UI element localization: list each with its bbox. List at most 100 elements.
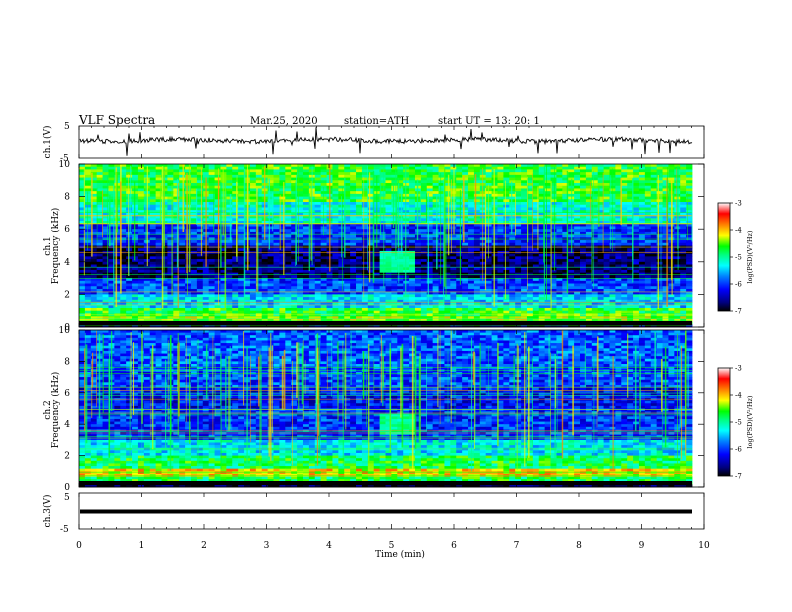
spectrogram-cell (515, 212, 522, 217)
spectrogram-cell (350, 188, 357, 192)
spectrogram-cell (485, 177, 492, 181)
spectrogram-cell (196, 248, 204, 252)
spectrogram-cell (108, 196, 115, 200)
spectrogram-cell (161, 278, 168, 282)
spectrogram-cell (79, 199, 86, 203)
spectrogram-cell (633, 185, 640, 189)
spectrogram-cell (208, 166, 215, 170)
spectrogram-cell (515, 193, 522, 197)
spectrogram-cell (574, 191, 581, 195)
spectrogram-cell (238, 256, 245, 260)
spectrogram-cell (120, 196, 127, 200)
spectrogram-cell (285, 240, 292, 244)
spectrogram-cell (391, 174, 398, 178)
spectrogram-cell (102, 207, 109, 211)
spectrogram-cell (580, 286, 587, 290)
spectrogram-cell (385, 256, 392, 260)
spectrogram-cell (155, 253, 162, 257)
spectrogram-cell (391, 164, 398, 168)
spectrogram-cell (120, 269, 127, 274)
spectrogram-cell (633, 223, 640, 227)
spectrogram-cell (190, 278, 198, 282)
spectrogram-cell (473, 218, 481, 222)
spectrogram-cell (208, 172, 215, 176)
spectrogram-cell (562, 248, 569, 252)
spectrogram-cell (367, 283, 375, 287)
spectrogram-cell (403, 185, 410, 189)
spectrogram-cell (532, 286, 540, 290)
spectrogram-cell (462, 183, 469, 187)
spectrogram-cell (503, 218, 510, 222)
spectrogram-cell (308, 280, 316, 284)
spectrogram-cell (385, 180, 392, 184)
spectrogram-cell (550, 199, 557, 203)
spectrogram-cell (603, 231, 610, 236)
spectrogram-cell (314, 210, 322, 214)
spectrogram-cell (226, 204, 233, 208)
spectrogram-cell (367, 199, 375, 203)
spectrogram-cell (220, 253, 227, 257)
spectrogram-cell (90, 223, 98, 227)
spectrogram-cell (238, 193, 245, 197)
spectrogram-cell (379, 172, 386, 176)
spectrogram-cell (544, 193, 551, 197)
spectrogram-cell (397, 226, 404, 230)
spectrogram-cell (108, 169, 115, 173)
spectrogram-cell (662, 172, 669, 176)
spectrogram-cell (503, 212, 510, 217)
spectrogram-cell (367, 193, 375, 197)
spectrogram-cell (96, 204, 103, 208)
spectrogram-cell (521, 180, 528, 184)
spectrogram-cell (662, 267, 669, 271)
spectrogram-cell (562, 259, 569, 263)
spectrogram-cell (179, 240, 186, 244)
spectrogram-cell (232, 164, 239, 168)
spectrogram-cell (196, 207, 204, 211)
spectrogram-cell (179, 169, 186, 173)
spectrogram-cell (544, 259, 551, 263)
spectrogram-cell (473, 177, 481, 181)
spectrogram-cell (556, 242, 563, 246)
spectrogram-cell (686, 275, 693, 279)
spectrogram-cell (338, 269, 345, 274)
spectrogram-cell (544, 269, 551, 274)
spectrogram-cell (409, 288, 416, 293)
spectrogram-cell (232, 283, 239, 287)
spectrogram-cell (403, 242, 410, 246)
spectrogram-cell (120, 207, 127, 211)
spectrogram-cell (173, 234, 180, 238)
spectrogram-cell (580, 234, 587, 238)
spectrogram-cell (84, 226, 92, 230)
spectrogram-cell (432, 180, 439, 184)
spectrogram-cell (403, 278, 410, 282)
spectrogram-cell (155, 215, 162, 219)
spectrogram-cell (603, 275, 610, 279)
spectrogram-cell (432, 234, 439, 238)
spectrogram-cell (468, 196, 475, 200)
spectrogram-cell (84, 278, 92, 282)
spectrogram-cell (291, 193, 298, 197)
spectrogram-cell (220, 267, 227, 271)
spectrogram-cell (515, 286, 522, 290)
spectrogram-cell (314, 240, 322, 244)
spectrogram-cell (220, 256, 227, 260)
spectrogram-cell (297, 212, 304, 217)
spectrogram-cell (591, 226, 599, 230)
spectrogram-cell (379, 174, 386, 178)
spectrogram-cell (615, 210, 622, 214)
spectrogram-cell (603, 253, 610, 257)
spectrogram-cell (621, 199, 628, 203)
spectrogram-cell (367, 242, 375, 246)
spectrogram-cell (297, 223, 304, 227)
spectrogram-cell (356, 166, 363, 170)
spectrogram-cell (190, 267, 198, 271)
spectrogram-cell (232, 256, 239, 260)
spectrogram-cell (515, 278, 522, 282)
spectrogram-cell (108, 286, 115, 290)
spectrogram-cell (220, 275, 227, 279)
spectrogram-cell (291, 204, 298, 208)
spectrogram-cell (550, 267, 557, 271)
spectrogram-cell (149, 288, 157, 293)
spectrogram-cell (420, 231, 428, 236)
spectrogram-cell (509, 166, 516, 170)
